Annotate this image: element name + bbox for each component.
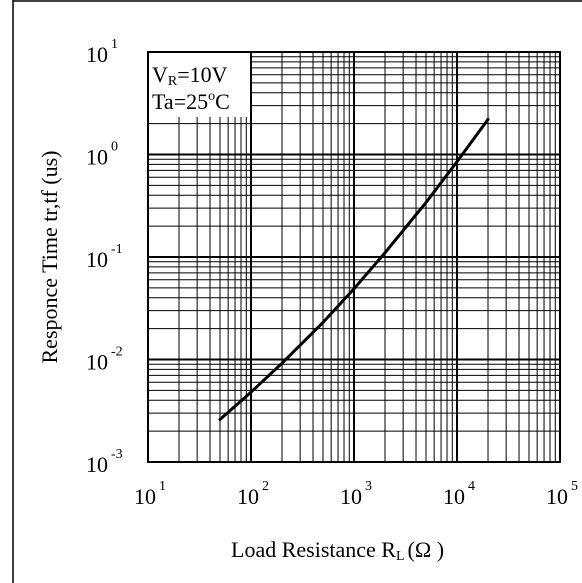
grid	[148, 52, 560, 462]
x-tick-label: 10 2	[237, 479, 269, 509]
condition-voltage: VR=10V	[152, 62, 228, 89]
conditions-box: VR=10V Ta=25oC	[149, 53, 250, 117]
x-tick-label: 10 1	[134, 479, 166, 509]
x-tick-label: 10 4	[443, 479, 475, 509]
condition-temperature: Ta=25oC	[152, 89, 230, 114]
y-tick-label: 10 -3	[86, 447, 123, 477]
x-axis-title: Load Resistance RL (Ω )	[231, 537, 444, 564]
y-tick-label: 10 0	[86, 140, 118, 170]
x-tick-label: 10 5	[546, 479, 578, 509]
y-tick-label: 10 -2	[86, 345, 123, 375]
conditions-box-bg	[149, 53, 250, 117]
x-tick-labels: 10 1 10 2 10 3 10 4 10 5	[134, 479, 578, 509]
y-tick-label: 10 1	[86, 37, 118, 67]
y-axis-title: Responce Time tr,tf (us)	[37, 151, 62, 364]
plot-frame	[147, 51, 561, 463]
response-curve	[218, 117, 490, 421]
y-tick-label: 10 -1	[86, 242, 123, 272]
x-tick-label: 10 3	[340, 479, 372, 509]
